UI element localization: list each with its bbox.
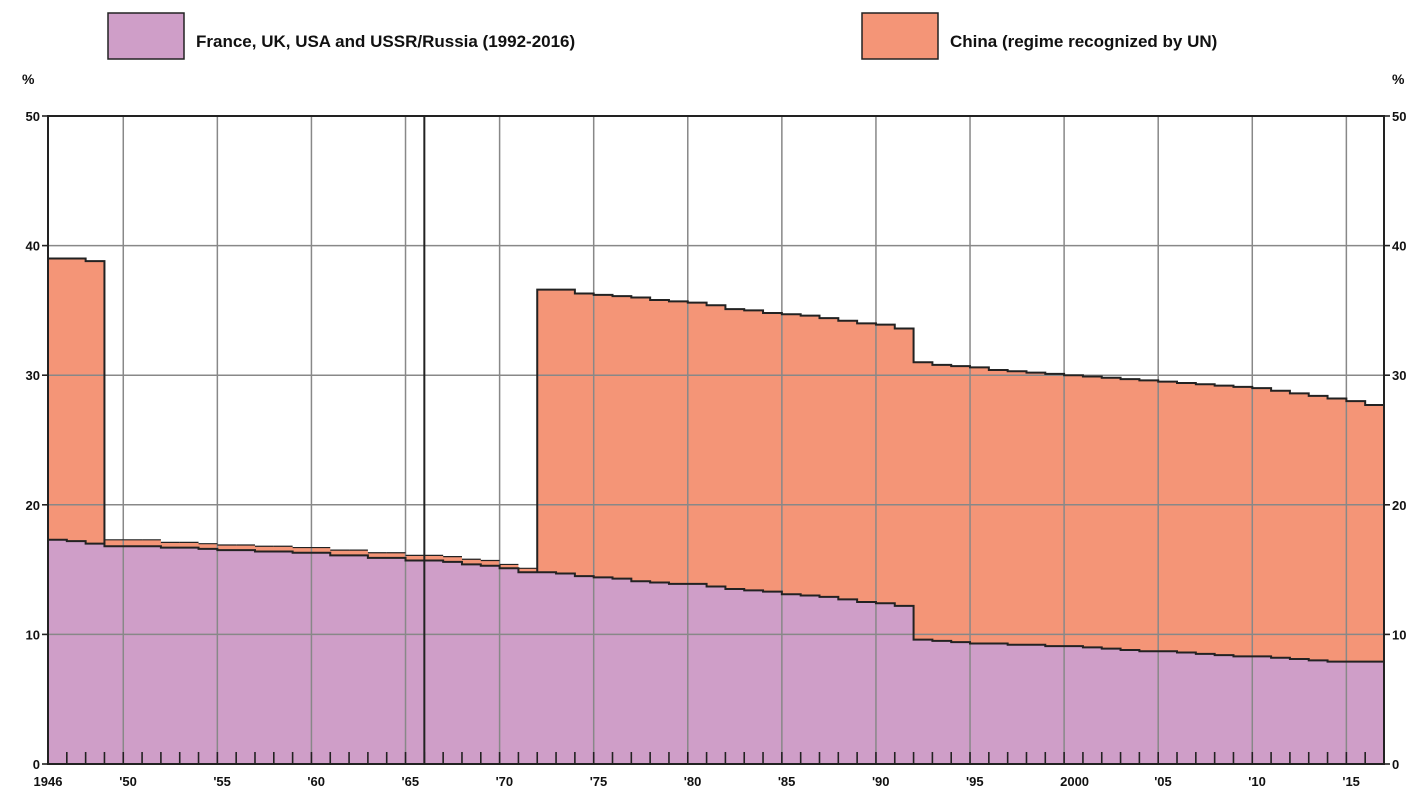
x-tick-label: '95 xyxy=(966,774,984,789)
legend-swatch-series-2 xyxy=(861,12,939,60)
y-tick-label-right: 30 xyxy=(1392,368,1406,383)
legend: France, UK, USA and USSR/Russia (1992-20… xyxy=(107,12,1217,60)
y-tick-label-left: 0 xyxy=(33,757,40,772)
plot-frame xyxy=(47,115,1385,765)
line-series-2-top xyxy=(536,288,1384,573)
y-tick-label-right: 10 xyxy=(1392,627,1406,642)
x-tick-label: '90 xyxy=(872,774,890,789)
areas-layer xyxy=(48,258,1384,764)
y-tick-label-left: 30 xyxy=(26,368,40,383)
y-tick-label-left: 10 xyxy=(26,627,40,642)
y-tick-label-right: 40 xyxy=(1392,239,1406,254)
legend-swatch-series-1 xyxy=(107,12,185,60)
grid-layer xyxy=(48,115,1384,765)
x-tick-label: '80 xyxy=(684,774,702,789)
x-tick-label: '70 xyxy=(496,774,514,789)
y-tick-label-left: 40 xyxy=(26,239,40,254)
x-tick-label: '60 xyxy=(307,774,325,789)
y-tick-label-right: 0 xyxy=(1392,757,1399,772)
x-tick-label: '50 xyxy=(119,774,137,789)
area-series-2 xyxy=(48,258,1384,662)
y-tick-label-left: 20 xyxy=(26,498,40,513)
x-tick-label: '85 xyxy=(778,774,796,789)
plot-area: 1946'50'55'60'65'70'75'80'85'90'95 2000'0… xyxy=(26,109,1407,789)
y-tick-label-left: 50 xyxy=(26,109,40,124)
x-tick-label: '05 xyxy=(1154,774,1172,789)
x-tick-label: '75 xyxy=(590,774,608,789)
x-tick-label: '15 xyxy=(1342,774,1360,789)
y-tick-label-right: 50 xyxy=(1392,109,1406,124)
legend-label-series-1: France, UK, USA and USSR/Russia (1992-20… xyxy=(196,32,575,51)
axes-layer xyxy=(47,115,1385,765)
area-series-1 xyxy=(48,539,1384,764)
x-tick-label: 2000 xyxy=(1060,774,1089,789)
legend-label-series-2: China (regime recognized by UN) xyxy=(950,32,1217,51)
y-unit-right: % xyxy=(1392,71,1405,87)
x-tick-label: '55 xyxy=(213,774,231,789)
y-unit-left: % xyxy=(22,71,35,87)
x-tick-label: 1946 xyxy=(34,774,63,789)
x-tick-label: '10 xyxy=(1248,774,1266,789)
x-tick-label: '65 xyxy=(402,774,420,789)
line-series-1 xyxy=(48,538,1384,663)
ticks-layer: 1946'50'55'60'65'70'75'80'85'90'95 2000'0… xyxy=(26,109,1407,789)
y-tick-label-right: 20 xyxy=(1392,498,1406,513)
